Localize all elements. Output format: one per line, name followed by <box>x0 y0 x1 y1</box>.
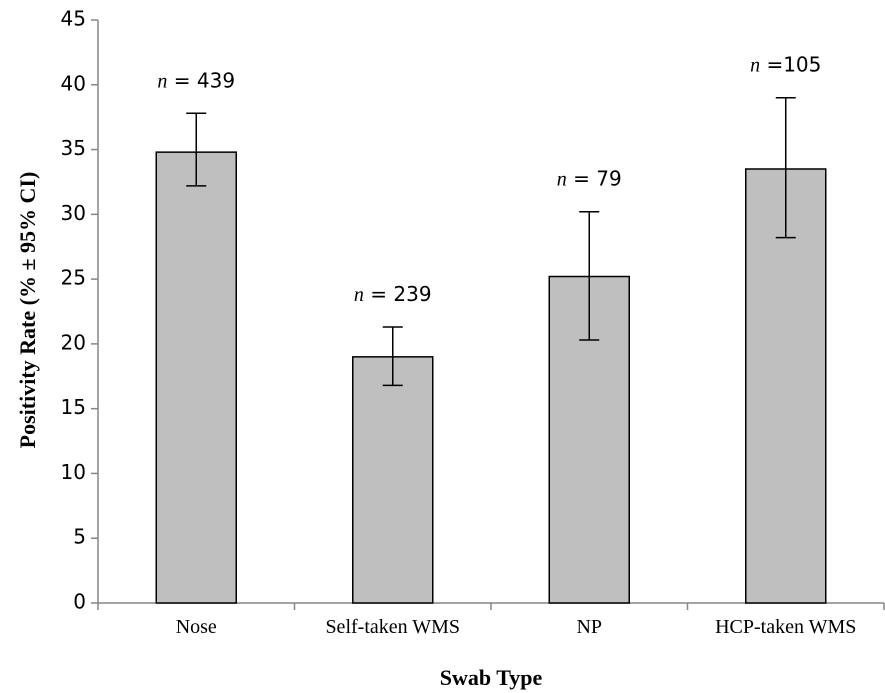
y-tick-label: 5 <box>73 525 86 549</box>
sample-size-symbol: n <box>354 284 364 306</box>
y-tick-label: 30 <box>61 201 86 225</box>
y-tick-label: 20 <box>61 330 86 354</box>
x-category-label: Self-taken WMS <box>325 616 460 638</box>
y-tick-label: 10 <box>61 460 86 484</box>
bar <box>352 356 434 604</box>
y-tick-label: 15 <box>61 395 86 419</box>
sample-size-label: n = 239 <box>354 282 432 306</box>
sample-size-label: n = 79 <box>557 167 622 191</box>
sample-size-value: = 439 <box>167 68 235 92</box>
sample-size-value: = 239 <box>364 282 432 306</box>
x-category-label: HCP-taken WMS <box>715 616 856 638</box>
y-tick-label: 0 <box>73 590 86 614</box>
x-axis-title: Swab Type <box>440 665 543 690</box>
sample-size-symbol: n <box>157 70 167 92</box>
sample-size-label: n =105 <box>750 53 821 77</box>
y-tick-label: 35 <box>61 136 86 160</box>
sample-size-label: n = 439 <box>157 68 235 92</box>
sample-size-symbol: n <box>750 55 760 77</box>
y-tick-label: 45 <box>61 7 86 31</box>
sample-size-value: =105 <box>760 53 821 77</box>
y-tick-label: 40 <box>61 71 86 95</box>
x-category-label: Nose <box>176 616 217 638</box>
y-axis-title: Positivity Rate (% ± 95% CI) <box>15 172 40 449</box>
x-category-label: NP <box>576 616 602 638</box>
bar <box>155 151 237 604</box>
sample-size-value: = 79 <box>567 167 622 191</box>
sample-size-symbol: n <box>557 169 567 191</box>
bar <box>745 168 827 604</box>
y-tick-label: 25 <box>61 266 86 290</box>
